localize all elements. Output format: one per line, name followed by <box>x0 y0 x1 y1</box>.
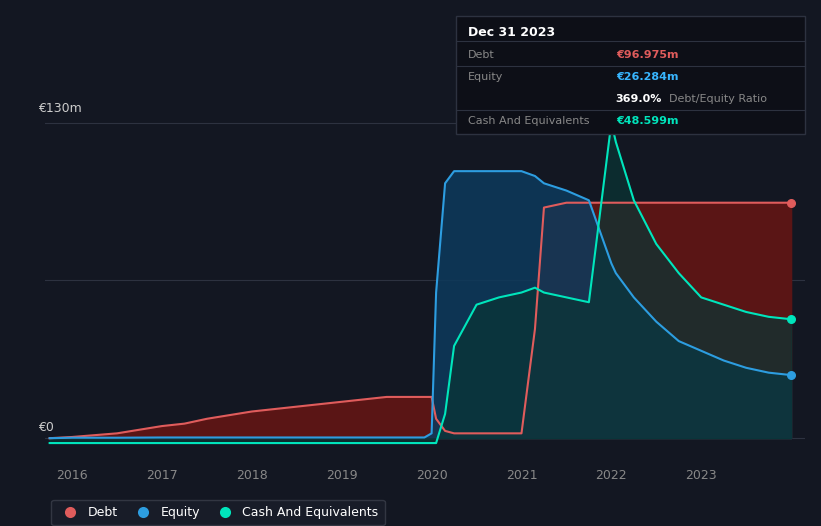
Text: €130m: €130m <box>38 102 81 115</box>
Text: €96.975m: €96.975m <box>616 49 678 59</box>
Point <box>785 198 798 207</box>
Text: Debt: Debt <box>468 49 495 59</box>
Text: Equity: Equity <box>468 72 503 82</box>
Point <box>785 315 798 323</box>
Text: 369.0%: 369.0% <box>616 94 662 104</box>
Point <box>785 371 798 379</box>
Text: Debt/Equity Ratio: Debt/Equity Ratio <box>669 94 767 104</box>
Text: €48.599m: €48.599m <box>616 116 678 126</box>
Text: Cash And Equivalents: Cash And Equivalents <box>468 116 589 126</box>
Legend: Debt, Equity, Cash And Equivalents: Debt, Equity, Cash And Equivalents <box>52 500 385 525</box>
Text: €26.284m: €26.284m <box>616 72 678 82</box>
Text: Dec 31 2023: Dec 31 2023 <box>468 26 555 39</box>
Text: €0: €0 <box>38 421 53 434</box>
